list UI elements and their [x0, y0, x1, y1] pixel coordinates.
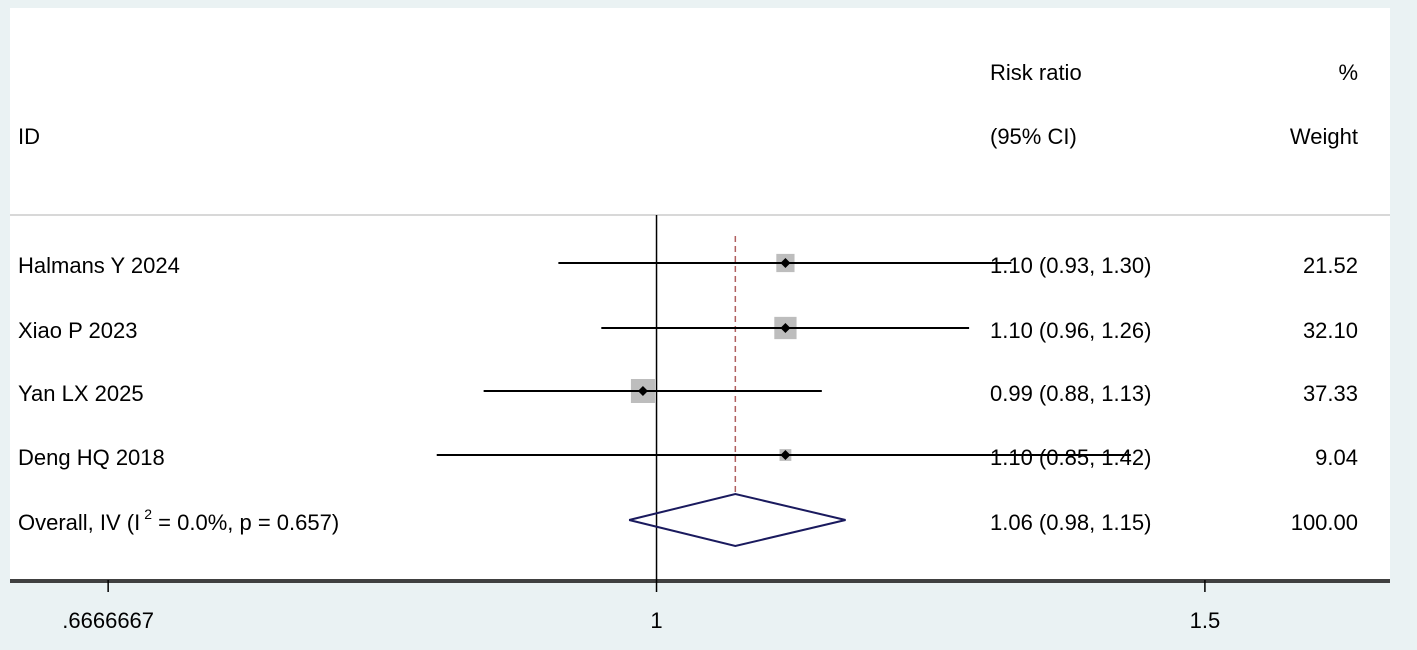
header-id: ID: [18, 124, 40, 149]
study-rr: 1.10 (0.85, 1.42): [990, 445, 1151, 470]
study-rr: 0.99 (0.88, 1.13): [990, 381, 1151, 406]
study-weight: 32.10: [1303, 318, 1358, 343]
header-effect-line2: (95% CI): [990, 124, 1077, 149]
study-label: Deng HQ 2018: [18, 445, 165, 470]
overall-weight: 100.00: [1291, 510, 1358, 535]
study-weight: 37.33: [1303, 381, 1358, 406]
overall-label: Overall, IV (I 2 = 0.0%, p = 0.657): [18, 506, 339, 535]
header-effect-line1: Risk ratio: [990, 60, 1082, 85]
point-estimate: [780, 450, 791, 460]
study-rr: 1.10 (0.93, 1.30): [990, 253, 1151, 278]
point-estimate: [780, 258, 791, 268]
x-tick-label: .6666667: [62, 608, 154, 633]
forest-plot: ID Risk ratio (95% CI) % Weight Overall,…: [10, 60, 1390, 583]
overall-diamond: [628, 492, 846, 548]
point-estimate: [780, 323, 791, 333]
point-estimate: [637, 386, 648, 396]
header-weight-line2: Weight: [1290, 124, 1358, 149]
study-label: Yan LX 2025: [18, 381, 144, 406]
overall-rr: 1.06 (0.98, 1.15): [990, 510, 1151, 535]
study-rr: 1.10 (0.96, 1.26): [990, 318, 1151, 343]
study-weight: 9.04: [1315, 445, 1358, 470]
header-weight-line1: %: [1338, 60, 1358, 85]
study-weight: 21.52: [1303, 253, 1358, 278]
x-tick-label: 1.5: [1190, 608, 1221, 633]
x-tick-label: 1: [650, 608, 662, 633]
study-label: Xiao P 2023: [18, 318, 137, 343]
plot-area: ID Risk ratio (95% CI) % Weight Overall,…: [10, 8, 1390, 583]
study-label: Halmans Y 2024: [18, 253, 180, 278]
